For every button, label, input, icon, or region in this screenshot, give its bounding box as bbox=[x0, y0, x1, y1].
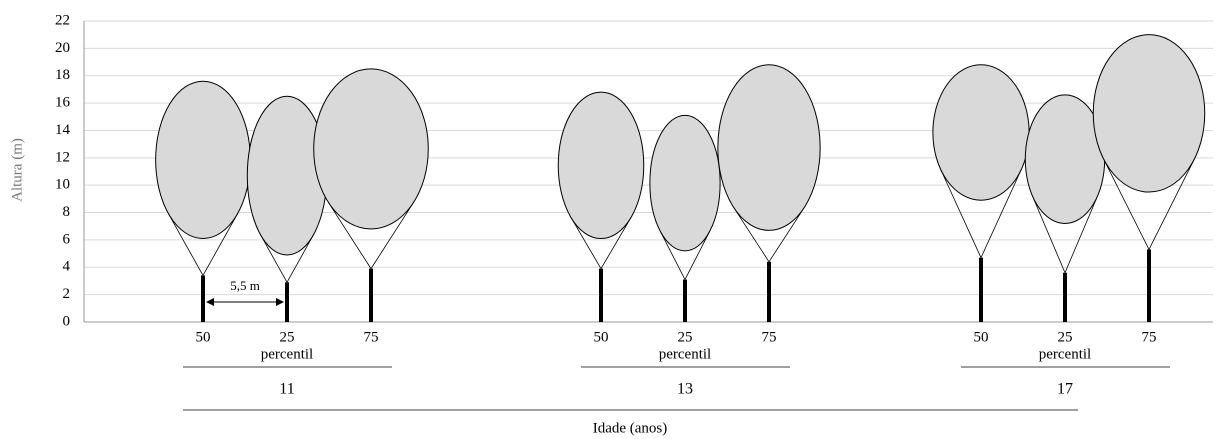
stem bbox=[599, 269, 603, 322]
stem bbox=[369, 269, 373, 322]
crown bbox=[314, 69, 429, 229]
y-tick-label: 12 bbox=[55, 149, 70, 165]
stem bbox=[201, 275, 205, 322]
crown bbox=[718, 65, 820, 231]
group-label: 17 bbox=[1057, 381, 1073, 398]
stem bbox=[1147, 249, 1151, 322]
percentile-label: 50 bbox=[196, 329, 211, 345]
y-tick-label: 2 bbox=[63, 286, 71, 302]
group-label: 13 bbox=[677, 381, 693, 398]
stem bbox=[285, 282, 289, 322]
group-label: 11 bbox=[279, 381, 294, 398]
percentile-label: 75 bbox=[762, 329, 777, 345]
percentile-label: 50 bbox=[594, 329, 609, 345]
y-tick-label: 10 bbox=[55, 177, 70, 193]
y-tick-label: 6 bbox=[63, 231, 71, 247]
group-caption: percentil bbox=[659, 346, 711, 362]
crown bbox=[933, 65, 1029, 200]
y-tick-label: 0 bbox=[63, 313, 71, 329]
stem bbox=[683, 280, 687, 322]
percentile-label: 75 bbox=[1142, 329, 1157, 345]
group-caption: percentil bbox=[1039, 346, 1091, 362]
spacing-label: 5,5 m bbox=[230, 278, 260, 293]
y-tick-label: 8 bbox=[63, 204, 71, 220]
y-tick-label: 22 bbox=[55, 12, 70, 28]
percentile-label: 75 bbox=[364, 329, 379, 345]
y-tick-label: 18 bbox=[55, 67, 70, 83]
percentile-label: 50 bbox=[974, 329, 989, 345]
chart: Altura (m) Idade (anos) 0 2 4 6 8 10 12 14 16 18 2… bbox=[0, 0, 1227, 439]
stem bbox=[767, 262, 771, 322]
crown bbox=[1093, 35, 1204, 192]
y-tick-label: 16 bbox=[55, 95, 71, 111]
percentile-label: 25 bbox=[280, 329, 295, 345]
crown bbox=[156, 81, 251, 238]
y-axis-label: Altura (m) bbox=[9, 138, 25, 202]
stem bbox=[979, 258, 983, 322]
crown bbox=[558, 92, 644, 238]
crown bbox=[247, 96, 326, 255]
y-tick-label: 20 bbox=[55, 40, 70, 56]
percentile-label: 25 bbox=[1058, 329, 1073, 345]
percentile-label: 25 bbox=[678, 329, 693, 345]
x-axis-label: Idade (anos) bbox=[593, 420, 668, 436]
y-tick-label: 14 bbox=[55, 122, 71, 138]
crown bbox=[650, 115, 720, 250]
group-caption: percentil bbox=[261, 346, 313, 362]
y-tick-label: 4 bbox=[63, 259, 71, 275]
stem bbox=[1063, 273, 1067, 322]
